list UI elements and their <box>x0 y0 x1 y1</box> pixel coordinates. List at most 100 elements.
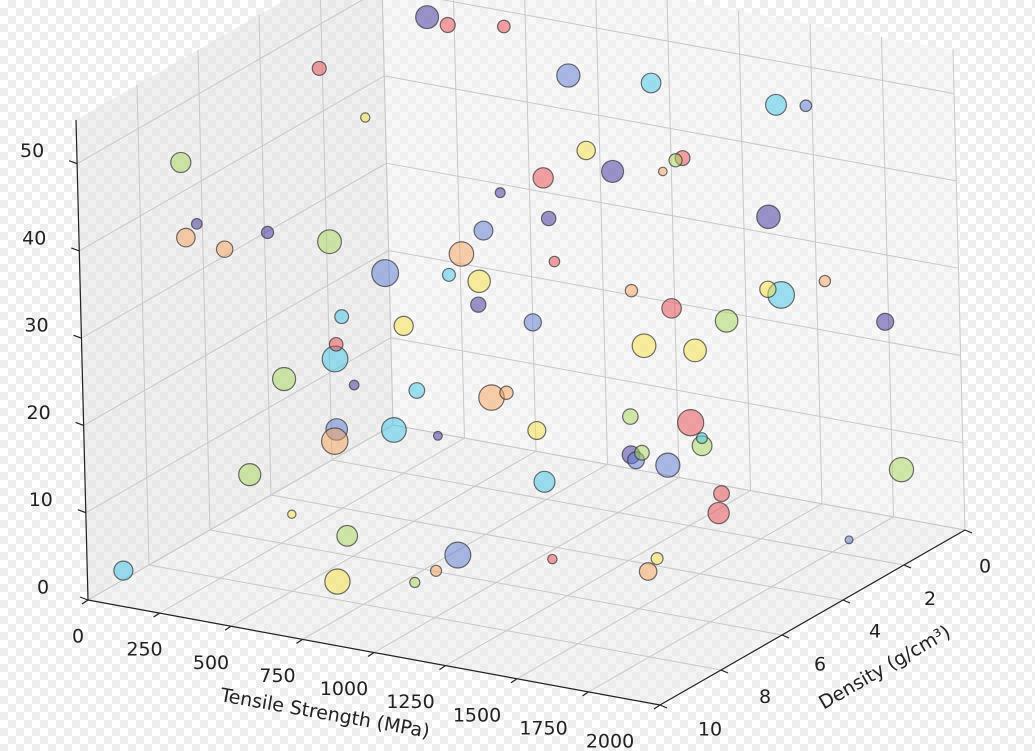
bubble <box>271 366 297 392</box>
grid-line <box>516 503 823 680</box>
x-tick-label: 250 <box>126 639 162 661</box>
y-tick <box>842 599 851 604</box>
grid-line <box>373 477 680 653</box>
bubble <box>765 93 788 116</box>
bubble <box>334 309 350 325</box>
bubble <box>695 432 708 445</box>
bubble <box>467 269 491 294</box>
bubble <box>215 240 234 259</box>
bubble <box>756 204 781 230</box>
grid-line <box>392 424 966 531</box>
bubble <box>324 568 351 595</box>
grid-line <box>390 337 963 444</box>
grid-line <box>258 14 272 496</box>
axis-line <box>87 599 661 706</box>
grid-line <box>809 23 823 504</box>
bubble <box>311 60 327 76</box>
bubble <box>713 485 731 503</box>
bubble <box>668 153 683 168</box>
z-tick <box>79 596 89 601</box>
bubble <box>170 151 192 174</box>
bubble <box>336 524 359 547</box>
y-tick-label: 2 <box>924 588 936 610</box>
grid-line <box>76 0 364 165</box>
bubble <box>638 562 658 581</box>
bubble <box>640 72 662 94</box>
bubble <box>523 313 542 332</box>
x-tick <box>439 665 446 671</box>
grid-line <box>270 494 844 601</box>
y-tick <box>659 704 668 709</box>
bubble <box>844 535 854 545</box>
grid-line <box>588 516 894 693</box>
bubble <box>876 312 895 331</box>
grid-line <box>738 10 751 491</box>
grid-line <box>79 75 385 252</box>
x-tick <box>224 625 232 631</box>
bubble <box>328 336 344 352</box>
bubble <box>714 309 739 333</box>
grid-line <box>148 564 722 671</box>
side-pane <box>76 0 393 600</box>
x-tick <box>367 652 375 657</box>
grid-line <box>209 529 783 636</box>
bubble <box>113 560 134 581</box>
bubble <box>499 385 514 400</box>
bubble <box>540 210 557 227</box>
grid-line <box>384 75 957 182</box>
x-tick-label: 1750 <box>519 717 567 739</box>
z-tick-label: 40 <box>22 227 46 249</box>
bubble <box>260 225 275 240</box>
bubble <box>601 159 625 183</box>
bubble <box>799 99 813 113</box>
x-tick-label: 1000 <box>320 678 368 700</box>
bubble <box>547 553 558 565</box>
bubble <box>473 220 494 241</box>
grid-line <box>381 0 394 426</box>
grid-line <box>81 162 387 339</box>
bubble <box>661 298 682 319</box>
x-tick-label: 500 <box>193 652 229 674</box>
x-tick-label: 1250 <box>386 691 434 713</box>
bubble <box>655 452 681 478</box>
x-tick <box>510 678 518 684</box>
bubble <box>622 408 639 425</box>
x-tick <box>653 704 661 710</box>
grid-line <box>83 250 389 426</box>
x-tick <box>81 599 89 605</box>
z-tick-label: 50 <box>20 140 44 162</box>
grid-line <box>159 437 465 614</box>
bubble <box>631 333 657 359</box>
y-tick-label: 8 <box>759 686 771 708</box>
bubble <box>409 576 421 589</box>
bubble <box>429 564 443 577</box>
bubble <box>190 217 203 230</box>
grid-line <box>197 49 211 531</box>
bubble <box>532 167 554 189</box>
bubble <box>448 241 475 267</box>
z-tick-label: 10 <box>29 489 53 511</box>
bubble <box>818 274 832 288</box>
bubble <box>317 229 343 255</box>
bubble <box>371 259 400 288</box>
grid-line <box>386 162 959 269</box>
x-tick-label: 0 <box>72 626 84 648</box>
x-tick <box>582 691 589 697</box>
bubble <box>439 16 456 34</box>
bubble <box>527 420 547 441</box>
bubble <box>496 19 511 34</box>
bubble <box>657 166 668 177</box>
y-tick <box>903 564 912 569</box>
plot-area: 0 250 500 750 1000 1250 1500 1750 2000 0 2 4 6 8 10 0 10… <box>20 0 991 751</box>
grid-line <box>881 36 894 517</box>
y-tick <box>964 529 973 534</box>
bubble <box>478 384 505 411</box>
grid-line <box>230 450 537 627</box>
bubble <box>441 267 456 282</box>
axis-line <box>659 529 966 706</box>
bubble <box>576 140 596 161</box>
z-tick <box>73 334 82 339</box>
grid-line <box>453 0 465 439</box>
x-tick-label: 1500 <box>453 704 501 726</box>
